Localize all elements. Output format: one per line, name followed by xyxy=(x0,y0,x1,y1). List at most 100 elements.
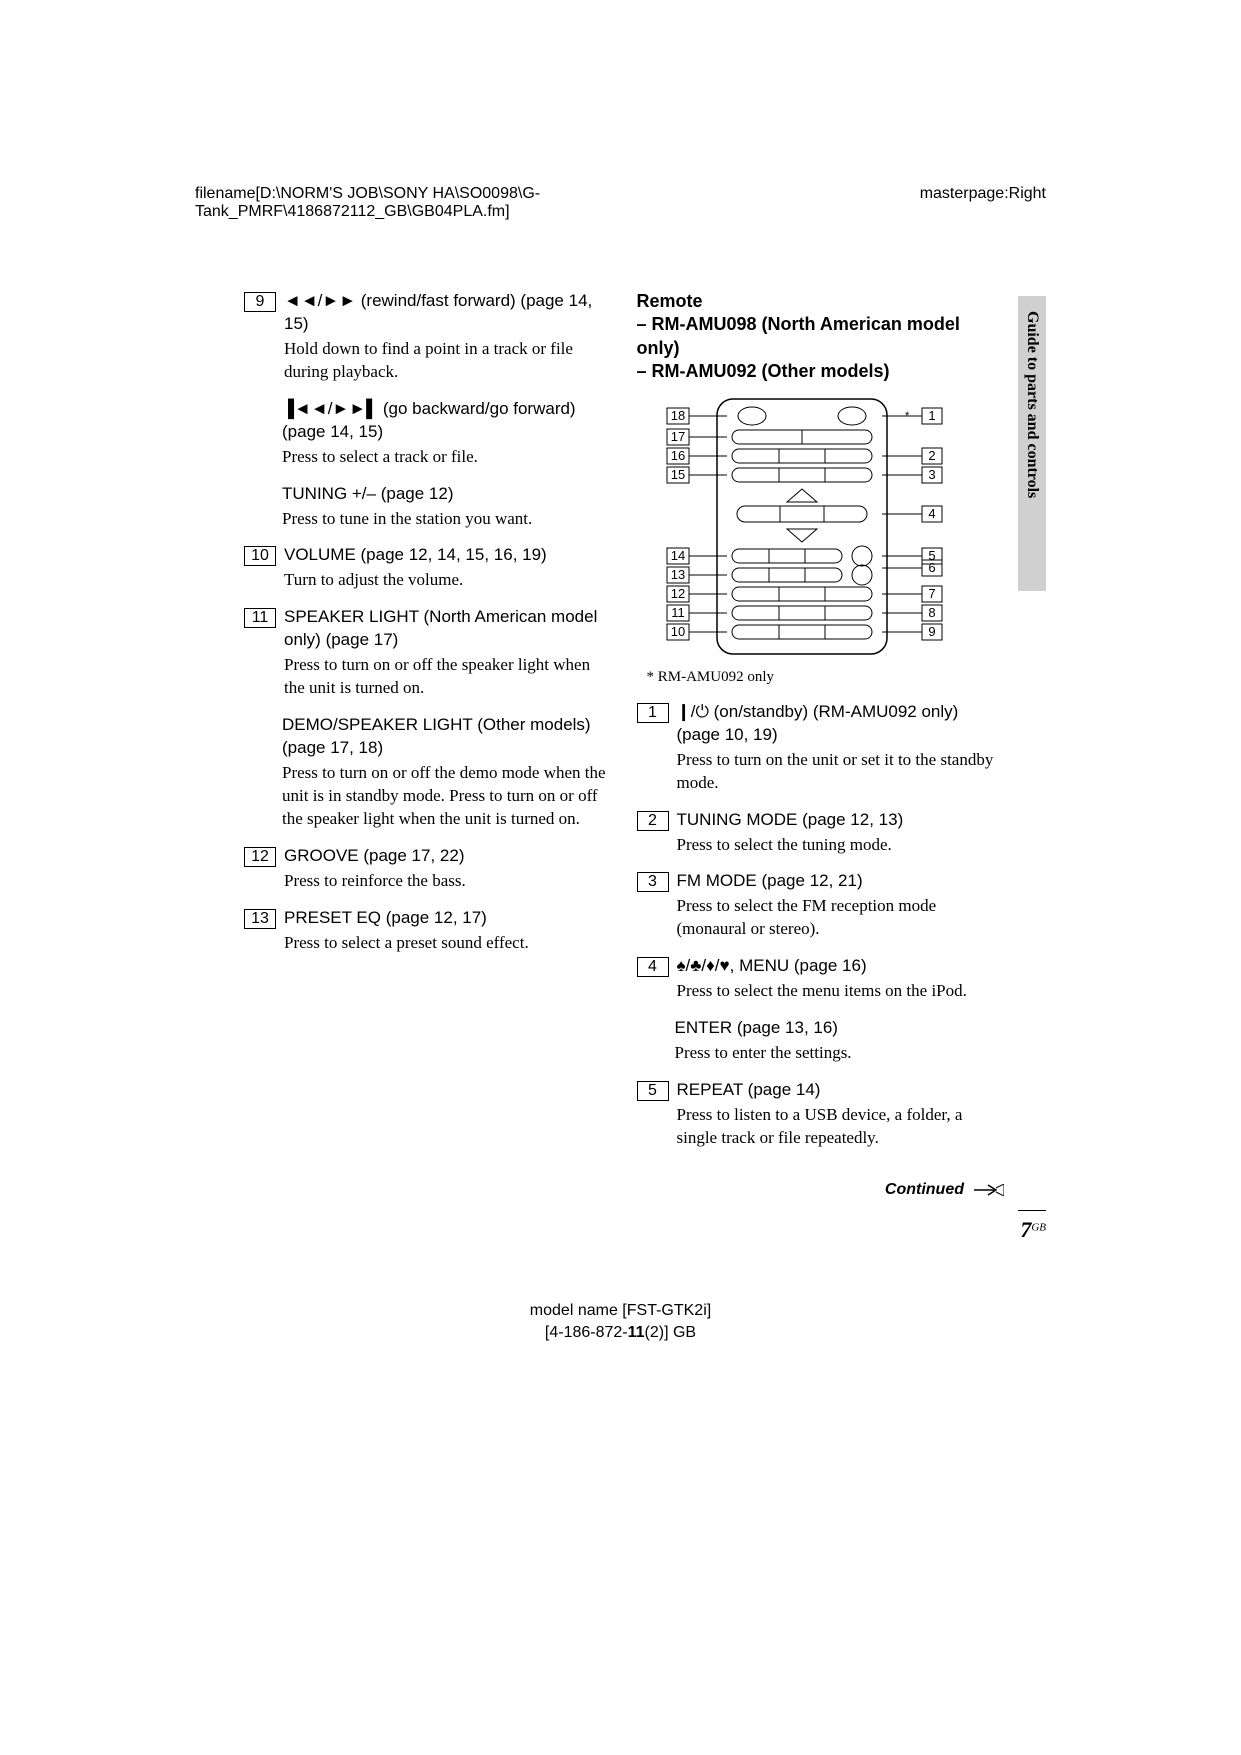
item-description: Press to select the menu items on the iP… xyxy=(677,980,1005,1003)
item-body: ❙/⏻ (on/standby) (RM-AMU092 only) (page … xyxy=(677,701,1005,795)
item-body: FM MODE (page 12, 21)Press to select the… xyxy=(677,870,1005,941)
page-header: filename[D:\NORM'S JOB\SONY HA\SO0098\G-… xyxy=(195,185,1046,221)
svg-text:3: 3 xyxy=(928,467,935,482)
callout-number: 13 xyxy=(244,909,276,929)
item-body: DEMO/SPEAKER LIGHT (Other models) (page … xyxy=(282,714,612,831)
page-footer: model name [FST-GTK2i] [4-186-872-11(2)]… xyxy=(530,1300,711,1345)
item-title: ♠/♣/♦/♥, MENU (page 16) xyxy=(677,955,1005,978)
svg-text:2: 2 xyxy=(928,448,935,463)
item-description: Press to turn on or off the demo mode wh… xyxy=(282,762,612,831)
continued-arrow-icon xyxy=(974,1184,1004,1196)
list-item: 11 SPEAKER LIGHT (North American model on… xyxy=(244,606,612,700)
continued-indicator: Continued xyxy=(885,1181,1004,1199)
item-description: Press to reinforce the bass. xyxy=(284,870,612,893)
callout-number: 10 xyxy=(244,546,276,566)
page-region: GB xyxy=(1031,1221,1046,1233)
svg-text:14: 14 xyxy=(670,548,684,563)
item-body: GROOVE (page 17, 22)Press to reinforce t… xyxy=(284,845,612,893)
callout-number: 12 xyxy=(244,847,276,867)
doc-number: [4-186-872-11(2)] GB xyxy=(530,1322,711,1344)
item-title: TUNING MODE (page 12, 13) xyxy=(677,809,1005,832)
item-description: Press to select a track or file. xyxy=(282,446,612,469)
item-title: DEMO/SPEAKER LIGHT (Other models) (page … xyxy=(282,714,612,760)
item-title: ENTER (page 13, 16) xyxy=(675,1017,1005,1040)
item-body: TUNING MODE (page 12, 13)Press to select… xyxy=(677,809,1005,857)
list-item: 3 FM MODE (page 12, 21)Press to select th… xyxy=(637,870,1005,941)
item-description: Press to listen to a USB device, a folde… xyxy=(677,1104,1005,1150)
item-title: PRESET EQ (page 12, 17) xyxy=(284,907,612,930)
item-title: ❙/⏻ (on/standby) (RM-AMU092 only) (page … xyxy=(677,701,1005,747)
callout-number: 1 xyxy=(637,703,669,723)
callout-number: 5 xyxy=(637,1081,669,1101)
svg-text:8: 8 xyxy=(928,605,935,620)
continued-label: Continued xyxy=(885,1181,964,1199)
item-title: FM MODE (page 12, 21) xyxy=(677,870,1005,893)
svg-text:1: 1 xyxy=(928,408,935,423)
filename-path: filename[D:\NORM'S JOB\SONY HA\SO0098\G-… xyxy=(195,185,595,221)
list-item: ▐◄◄/►►▌ (go backward/go forward) (page 1… xyxy=(244,398,612,469)
item-description: Turn to adjust the volume. xyxy=(284,569,612,592)
list-item: ENTER (page 13, 16)Press to enter the se… xyxy=(637,1017,1005,1065)
item-title: ◄◄/►► (rewind/fast forward) (page 14, 15… xyxy=(284,290,612,336)
svg-text:12: 12 xyxy=(670,586,684,601)
item-description: Press to select the tuning mode. xyxy=(677,834,1005,857)
svg-text:17: 17 xyxy=(670,429,684,444)
remote-svg: 181716151413121110 123456789 * xyxy=(637,394,997,659)
list-item: 4 ♠/♣/♦/♥, MENU (page 16)Press to select … xyxy=(637,955,1005,1003)
item-description: Press to select a preset sound effect. xyxy=(284,932,612,955)
svg-text:11: 11 xyxy=(671,605,685,620)
item-body: ▐◄◄/►►▌ (go backward/go forward) (page 1… xyxy=(282,398,612,469)
item-body: SPEAKER LIGHT (North American model only… xyxy=(284,606,612,700)
right-column: Remote – RM-AMU098 (North American model… xyxy=(637,290,1005,1164)
svg-text:*: * xyxy=(905,410,910,422)
item-body: PRESET EQ (page 12, 17)Press to select a… xyxy=(284,907,612,955)
left-column: 9◄◄/►► (rewind/fast forward) (page 14, 1… xyxy=(244,290,612,1164)
svg-text:16: 16 xyxy=(670,448,684,463)
list-item: 12 GROOVE (page 17, 22)Press to reinforce… xyxy=(244,845,612,893)
item-description: Press to select the FM reception mode (m… xyxy=(677,895,1005,941)
list-item: 1 ❙/⏻ (on/standby) (RM-AMU092 only) (page… xyxy=(637,701,1005,795)
list-item: 10 VOLUME (page 12, 14, 15, 16, 19)Turn t… xyxy=(244,544,612,592)
callout-number: 4 xyxy=(637,957,669,977)
svg-text:15: 15 xyxy=(670,467,684,482)
item-body: VOLUME (page 12, 14, 15, 16, 19)Turn to … xyxy=(284,544,612,592)
svg-text:6: 6 xyxy=(928,560,935,575)
item-body: ♠/♣/♦/♥, MENU (page 16)Press to select t… xyxy=(677,955,1005,1003)
item-title: TUNING +/– (page 12) xyxy=(282,483,612,506)
item-title: VOLUME (page 12, 14, 15, 16, 19) xyxy=(284,544,612,567)
callout-number: 11 xyxy=(244,608,276,628)
item-body: TUNING +/– (page 12)Press to tune in the… xyxy=(282,483,612,531)
callout-number: 3 xyxy=(637,872,669,892)
svg-text:18: 18 xyxy=(670,408,684,423)
item-title: SPEAKER LIGHT (North American model only… xyxy=(284,606,612,652)
item-description: Press to turn on or off the speaker ligh… xyxy=(284,654,612,700)
remote-subhead-2: – RM-AMU092 (Other models) xyxy=(637,360,1005,383)
svg-text:9: 9 xyxy=(928,624,935,639)
item-title: GROOVE (page 17, 22) xyxy=(284,845,612,868)
page-number: 7GB xyxy=(1018,1210,1046,1243)
page-number-value: 7 xyxy=(1020,1217,1031,1242)
remote-diagram: 181716151413121110 123456789 * xyxy=(637,394,1005,659)
item-description: Press to turn on the unit or set it to t… xyxy=(677,749,1005,795)
section-tab: Guide to parts and controls xyxy=(1018,296,1046,591)
masterpage-label: masterpage:Right xyxy=(920,185,1046,221)
remote-heading: Remote xyxy=(637,290,1005,313)
item-title: REPEAT (page 14) xyxy=(677,1079,1005,1102)
callout-number: 2 xyxy=(637,811,669,831)
svg-text:13: 13 xyxy=(670,567,684,582)
list-item: 5 REPEAT (page 14)Press to listen to a US… xyxy=(637,1079,1005,1150)
item-body: REPEAT (page 14)Press to listen to a USB… xyxy=(677,1079,1005,1150)
remote-subhead-1: – RM-AMU098 (North American model only) xyxy=(637,313,1005,360)
item-description: Press to enter the settings. xyxy=(675,1042,1005,1065)
item-description: Hold down to find a point in a track or … xyxy=(284,338,612,384)
svg-text:7: 7 xyxy=(928,586,935,601)
list-item: 13 PRESET EQ (page 12, 17)Press to select… xyxy=(244,907,612,955)
remote-footnote: * RM-AMU092 only xyxy=(647,667,1005,687)
list-item: TUNING +/– (page 12)Press to tune in the… xyxy=(244,483,612,531)
item-body: ◄◄/►► (rewind/fast forward) (page 14, 15… xyxy=(284,290,612,384)
list-item: 2 TUNING MODE (page 12, 13)Press to selec… xyxy=(637,809,1005,857)
item-title: ▐◄◄/►►▌ (go backward/go forward) (page 1… xyxy=(282,398,612,444)
list-item: DEMO/SPEAKER LIGHT (Other models) (page … xyxy=(244,714,612,831)
section-tab-label: Guide to parts and controls xyxy=(1023,311,1041,498)
svg-text:10: 10 xyxy=(670,624,684,639)
